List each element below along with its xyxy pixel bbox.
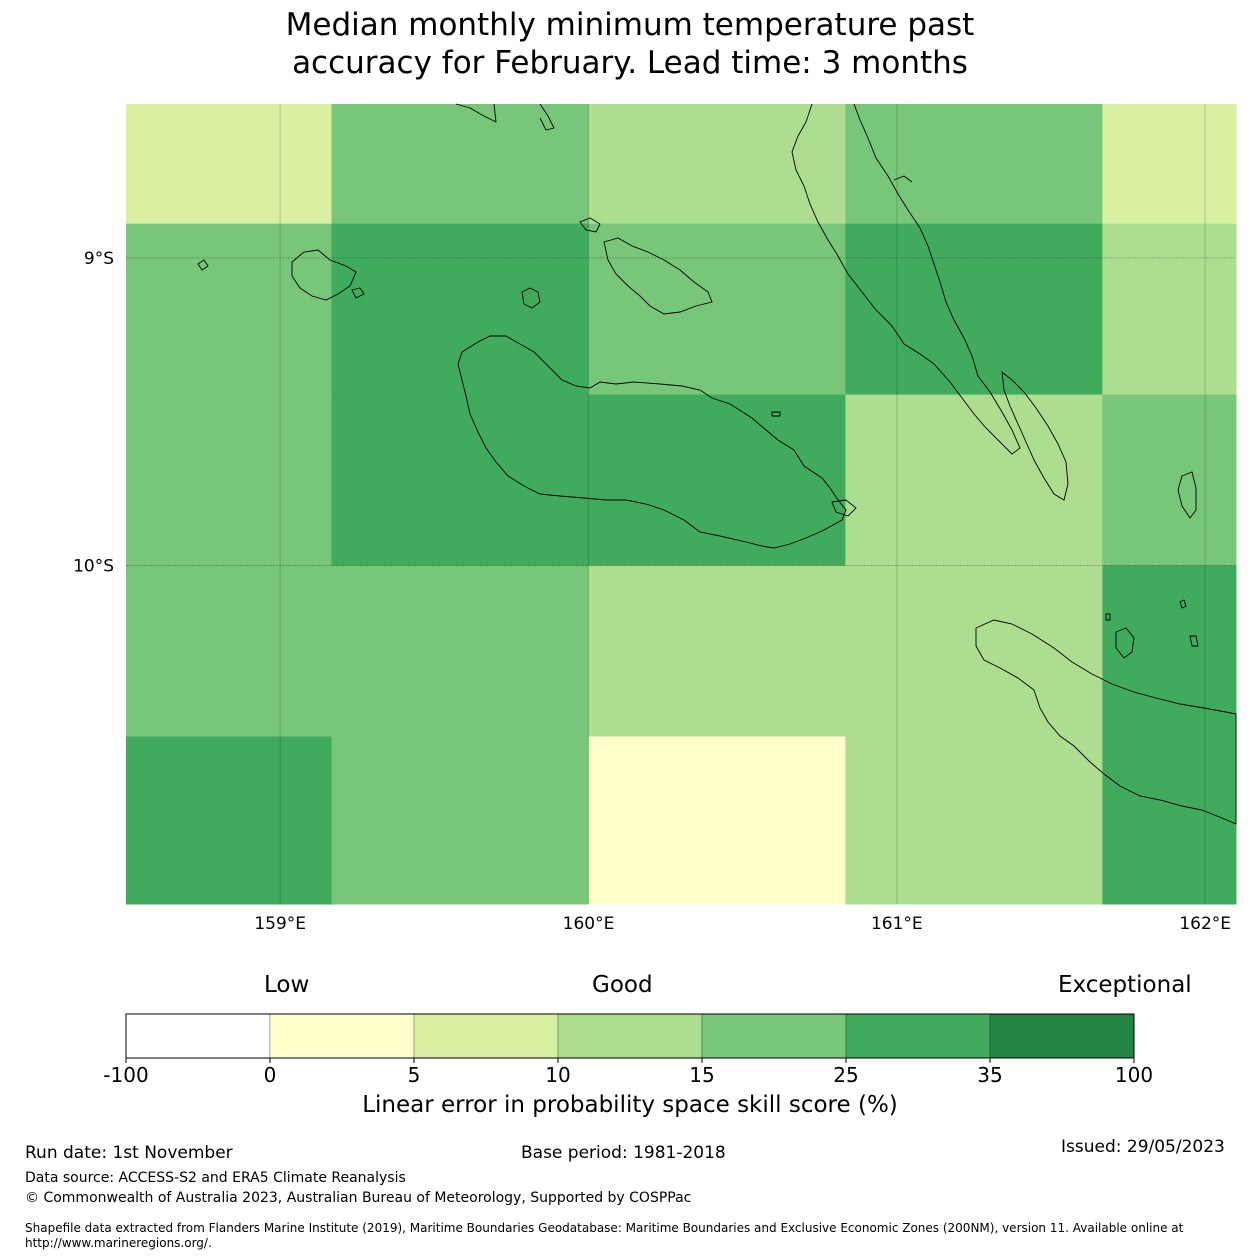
skill-score-map: 159°E 160°E 161°E 162°E 9°S 10°S bbox=[73, 103, 1237, 934]
grid-cell-r1-c0 bbox=[126, 223, 333, 396]
coastline-small-isle-7 bbox=[1115, 627, 1135, 659]
lat-tick-label-0: 9°S bbox=[84, 249, 114, 269]
coastline-ulawa bbox=[1177, 471, 1197, 519]
lat-tick-label-1: 10°S bbox=[73, 557, 114, 577]
colorbar-tick-label-5: 25 bbox=[833, 1063, 858, 1087]
grid-cell-r4-c4 bbox=[1102, 736, 1237, 905]
grid-cell-r3-c0 bbox=[126, 565, 333, 737]
grid-cell-r2-c2 bbox=[588, 394, 846, 567]
colorbar-frame bbox=[125, 1013, 1135, 1059]
grid-cell-r1-c4 bbox=[1102, 223, 1237, 396]
grid-cell-r2-c0 bbox=[126, 394, 333, 567]
shapefile-credit-line-2: http://www.marineregions.org/. bbox=[25, 1236, 212, 1250]
coastline-small-isle-3 bbox=[351, 287, 365, 299]
coastline-small-isle-9 bbox=[1179, 599, 1187, 609]
copyright: © Commonwealth of Australia 2023, Austra… bbox=[25, 1190, 692, 1206]
grid-cell-r3-c4 bbox=[1102, 565, 1237, 737]
colorbar-bin-6 bbox=[989, 1013, 1135, 1059]
grid-cell-r3-c3 bbox=[845, 565, 1103, 737]
coastline-small-isle-6 bbox=[771, 411, 781, 417]
map-title-line-2: accuracy for February. Lead time: 3 mont… bbox=[292, 45, 968, 81]
grid-cell-r0-c3 bbox=[845, 104, 1103, 225]
lon-tick-label-2: 161°E bbox=[871, 914, 923, 934]
coastline-small-isle-2 bbox=[197, 259, 209, 271]
colorbar-bins bbox=[125, 1013, 1135, 1059]
coastline-malaita bbox=[791, 103, 1021, 455]
coastline-makira bbox=[975, 619, 1237, 825]
grid-cell-r0-c1 bbox=[331, 104, 589, 225]
grid-cell-r0-c0 bbox=[126, 104, 333, 225]
lon-tick-label-3: 162°E bbox=[1179, 914, 1231, 934]
grid-cell-r4-c1 bbox=[331, 736, 589, 905]
grid-cell-r4-c3 bbox=[845, 736, 1103, 905]
shapefile-credit-line-1: Shapefile data extracted from Flanders M… bbox=[25, 1221, 1184, 1235]
coastline-small-isle-1 bbox=[579, 217, 601, 233]
coastline-small-isle-4 bbox=[893, 175, 913, 183]
colorbar-bin-1 bbox=[269, 1013, 415, 1059]
coastline-florida-islands bbox=[603, 237, 713, 315]
colorbar-tick-label-1: 0 bbox=[264, 1063, 277, 1087]
map-title: Median monthly minimum temperature past … bbox=[0, 6, 1260, 82]
colorbar-ticks: -100 0 5 10 15 25 35 100 bbox=[103, 1058, 1153, 1087]
colorbar-label-good: Good bbox=[592, 972, 653, 998]
colorbar-bin-5 bbox=[845, 1013, 991, 1059]
map-title-line-1: Median monthly minimum temperature past bbox=[285, 7, 975, 43]
grid-cell-r1-c1 bbox=[331, 223, 589, 396]
lon-tick-label-1: 160°E bbox=[563, 914, 615, 934]
coastline-north-isle-1 bbox=[455, 103, 497, 123]
grid-cell-r4-c0 bbox=[126, 736, 333, 905]
coastline-small-isle-5 bbox=[831, 499, 857, 517]
grid-cell-r4-c2 bbox=[588, 736, 846, 905]
colorbar-bin-0 bbox=[125, 1013, 271, 1059]
colorbar-tick-label-0: -100 bbox=[103, 1063, 148, 1087]
colorbar-bin-2 bbox=[413, 1013, 559, 1059]
grid-cell-r3-c1 bbox=[331, 565, 589, 737]
coastline-savo bbox=[521, 287, 541, 309]
grid-cells bbox=[126, 104, 1237, 905]
colorbar-bin-4 bbox=[701, 1013, 847, 1059]
grid-cell-r2-c1 bbox=[331, 394, 589, 567]
colorbar-tick-label-2: 5 bbox=[408, 1063, 421, 1087]
grid-cell-r1-c2 bbox=[588, 223, 846, 396]
lon-tick-label-0: 159°E bbox=[254, 914, 306, 934]
grid-cell-r2-c4 bbox=[1102, 394, 1237, 567]
grid-cell-r2-c3 bbox=[845, 394, 1103, 567]
coastline-small-isle-10 bbox=[1189, 635, 1199, 647]
colorbar-tick-label-3: 10 bbox=[545, 1063, 570, 1087]
base-period: Base period: 1981-2018 bbox=[521, 1143, 726, 1163]
coastline-small-isle-8 bbox=[1105, 613, 1111, 621]
colorbar-label-exceptional: Exceptional bbox=[1058, 972, 1192, 998]
coastlines bbox=[197, 103, 1237, 825]
coastline-north-isle-2 bbox=[539, 103, 555, 131]
run-date: Run date: 1st November bbox=[25, 1143, 233, 1163]
grid-cell-r1-c3 bbox=[845, 223, 1103, 396]
grid-cell-r3-c2 bbox=[588, 565, 846, 737]
colorbar-title: Linear error in probability space skill … bbox=[362, 1092, 898, 1118]
issued-date: Issued: 29/05/2023 bbox=[1061, 1137, 1225, 1157]
grid-cell-r0-c2 bbox=[588, 104, 846, 225]
colorbar-tick-label-6: 35 bbox=[977, 1063, 1002, 1087]
colorbar: -100 0 5 10 15 25 35 100 bbox=[103, 1013, 1153, 1087]
grid-cell-r0-c4 bbox=[1102, 104, 1237, 225]
coastline-small-malaita bbox=[1001, 370, 1069, 501]
colorbar-tick-label-7: 100 bbox=[1115, 1063, 1153, 1087]
data-source: Data source: ACCESS-S2 and ERA5 Climate … bbox=[25, 1170, 406, 1186]
colorbar-label-low: Low bbox=[264, 972, 310, 998]
colorbar-bin-3 bbox=[557, 1013, 703, 1059]
axis-tick-labels: 159°E 160°E 161°E 162°E 9°S 10°S bbox=[73, 249, 1231, 934]
colorbar-tick-label-4: 15 bbox=[689, 1063, 714, 1087]
gridlines bbox=[126, 104, 1236, 904]
coastline-russell-islands bbox=[291, 249, 357, 301]
